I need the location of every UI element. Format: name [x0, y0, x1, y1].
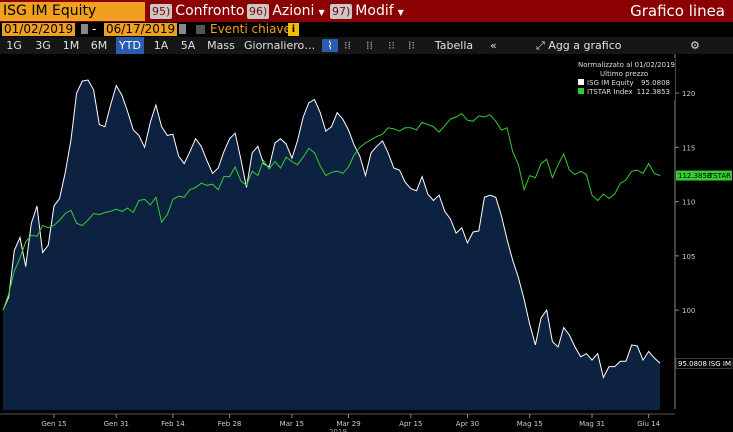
calendar-icon[interactable] — [81, 24, 88, 34]
legend-swatch-isg — [578, 79, 584, 85]
legend-value-isg: 95.0808 — [641, 79, 670, 87]
range-icon[interactable]: ⁞⁝ — [408, 39, 415, 52]
x-tick-label: Gen 31 — [104, 420, 129, 428]
legend-subheader: Ultimo prezzo — [600, 70, 648, 78]
period-1a-button[interactable]: 1A — [153, 39, 169, 52]
tag-name: ISG IM — [709, 360, 731, 368]
period-ytd-button[interactable]: YTD — [116, 37, 144, 54]
frequency-select[interactable]: Giornaliero… — [244, 39, 316, 52]
y-tick-label: 110 — [682, 199, 695, 207]
azioni-menu[interactable]: 96) Azioni ▼ — [247, 2, 325, 21]
itstar-series-line — [2, 113, 661, 311]
isg-area-fill — [3, 80, 660, 410]
legend-name-isg: ISG IM Equity — [587, 79, 634, 87]
line-chart-icon[interactable]: ⌇ — [322, 39, 338, 52]
y-tick-label: 105 — [682, 253, 695, 261]
tag-value: 95.0808 — [678, 360, 707, 368]
collapse-icon[interactable]: « — [490, 39, 497, 52]
period-5a-button[interactable]: 5A — [180, 39, 196, 52]
info-icon[interactable]: i — [288, 23, 299, 36]
ticker-field[interactable]: ISG IM Equity — [0, 2, 145, 21]
title-bar: ISG IM Equity 95) Confronto 96) Azioni ▼ 97… — [0, 0, 733, 22]
caret-down-icon: ▼ — [397, 8, 404, 17]
legend-name-itstar: ITSTAR Index — [587, 88, 633, 96]
x-tick-label: Mag 15 — [517, 420, 543, 428]
y-ticks: 100 105 110 115 120 — [675, 90, 695, 315]
period-1g-button[interactable]: 1G — [6, 39, 22, 52]
x-tick-label: Apr 30 — [456, 420, 479, 428]
add-to-chart-button[interactable]: ⤢ Agg a grafico — [536, 37, 636, 54]
legend-swatch-itstar — [578, 88, 584, 94]
tag-value: 112.3853 — [678, 172, 711, 180]
period-6m-button[interactable]: 6M — [90, 39, 108, 52]
x-year-label: 2019 — [329, 428, 347, 432]
menu-label: Azioni — [272, 3, 315, 19]
x-tick-label: Feb 14 — [161, 420, 185, 428]
period-1m-button[interactable]: 1M — [62, 39, 80, 52]
y-tick-label: 120 — [682, 90, 695, 98]
x-tick-label: Apr 15 — [399, 420, 422, 428]
date-range-row: 01/02/2019 - 06/17/2019 Eventi chiave i — [0, 22, 733, 37]
period-max-button[interactable]: Mass — [207, 39, 235, 52]
caret-down-icon: ▼ — [318, 8, 325, 17]
last-value-tag-itstar: 112.3853 ITSTAR — [676, 170, 732, 181]
confronto-menu[interactable]: 95) Confronto — [150, 2, 244, 21]
hilo-icon[interactable]: ⁝⁝ — [388, 39, 395, 52]
tag-name: ITSTAR — [707, 172, 731, 180]
gear-icon[interactable]: ⚙ — [690, 39, 700, 52]
x-tick-label: Giu 14 — [637, 420, 660, 428]
legend-background — [572, 58, 675, 100]
start-date-input[interactable]: 01/02/2019 — [2, 22, 76, 36]
modif-menu[interactable]: 97) Modif ▼ — [330, 2, 404, 21]
events-label: Eventi chiave — [210, 22, 291, 36]
table-button[interactable]: Tabella — [434, 39, 474, 52]
events-checkbox[interactable] — [196, 25, 205, 34]
period-3g-button[interactable]: 3G — [35, 39, 51, 52]
chart-legend: Normalizzato al 01/02/2019 Ultimo prezzo… — [572, 58, 675, 100]
y-tick-label: 100 — [682, 307, 695, 315]
legend-value-itstar: 112.3853 — [637, 88, 670, 96]
x-tick-label: Mag 31 — [579, 420, 605, 428]
x-tick-label: Mar 29 — [336, 420, 360, 428]
area-layer — [3, 80, 660, 410]
bar-ohlc-icon[interactable]: ⁞⁞ — [366, 39, 373, 52]
menu-number: 97) — [330, 4, 353, 19]
frequency-label: Giornaliero — [244, 39, 305, 52]
menu-label: Modif — [355, 3, 394, 19]
tag-background — [675, 358, 733, 369]
chart-toolbar: 1G 3G 1M 6M YTD 1A 5A Mass Giornaliero… … — [0, 37, 733, 54]
x-tick-label: Mar 15 — [280, 420, 304, 428]
calendar-icon[interactable] — [179, 24, 186, 34]
axis-layer — [0, 54, 676, 415]
line-layer — [2, 79, 661, 379]
end-date-input[interactable]: 06/17/2019 — [104, 22, 178, 36]
isg-series-line — [2, 79, 661, 379]
x-tick-label: Feb 28 — [218, 420, 242, 428]
add-chart-label: Agg a grafico — [548, 39, 622, 52]
price-chart[interactable]: 100 105 110 115 120 Gen 15 Gen 31 Feb 14 Feb 28… — [0, 54, 733, 432]
legend-header: Normalizzato al 01/02/2019 — [578, 61, 675, 69]
tag-background — [676, 170, 732, 181]
chart-type-title: Grafico linea — [630, 2, 725, 20]
last-value-tag-isg: 95.0808 ISG IM — [675, 358, 733, 369]
add-chart-icon: ⤢ — [536, 39, 549, 52]
menu-number: 95) — [150, 4, 173, 19]
date-separator: - — [92, 22, 97, 36]
menu-label: Confronto — [175, 3, 245, 19]
menu-number: 96) — [247, 4, 270, 19]
x-ticks: Gen 15 Gen 31 Feb 14 Feb 28 Mar 15 Mar 29 Apr … — [41, 414, 661, 428]
candle-icon[interactable]: ⁝⁞ — [344, 39, 351, 52]
y-tick-label: 115 — [682, 144, 695, 152]
x-tick-label: Gen 15 — [41, 420, 66, 428]
